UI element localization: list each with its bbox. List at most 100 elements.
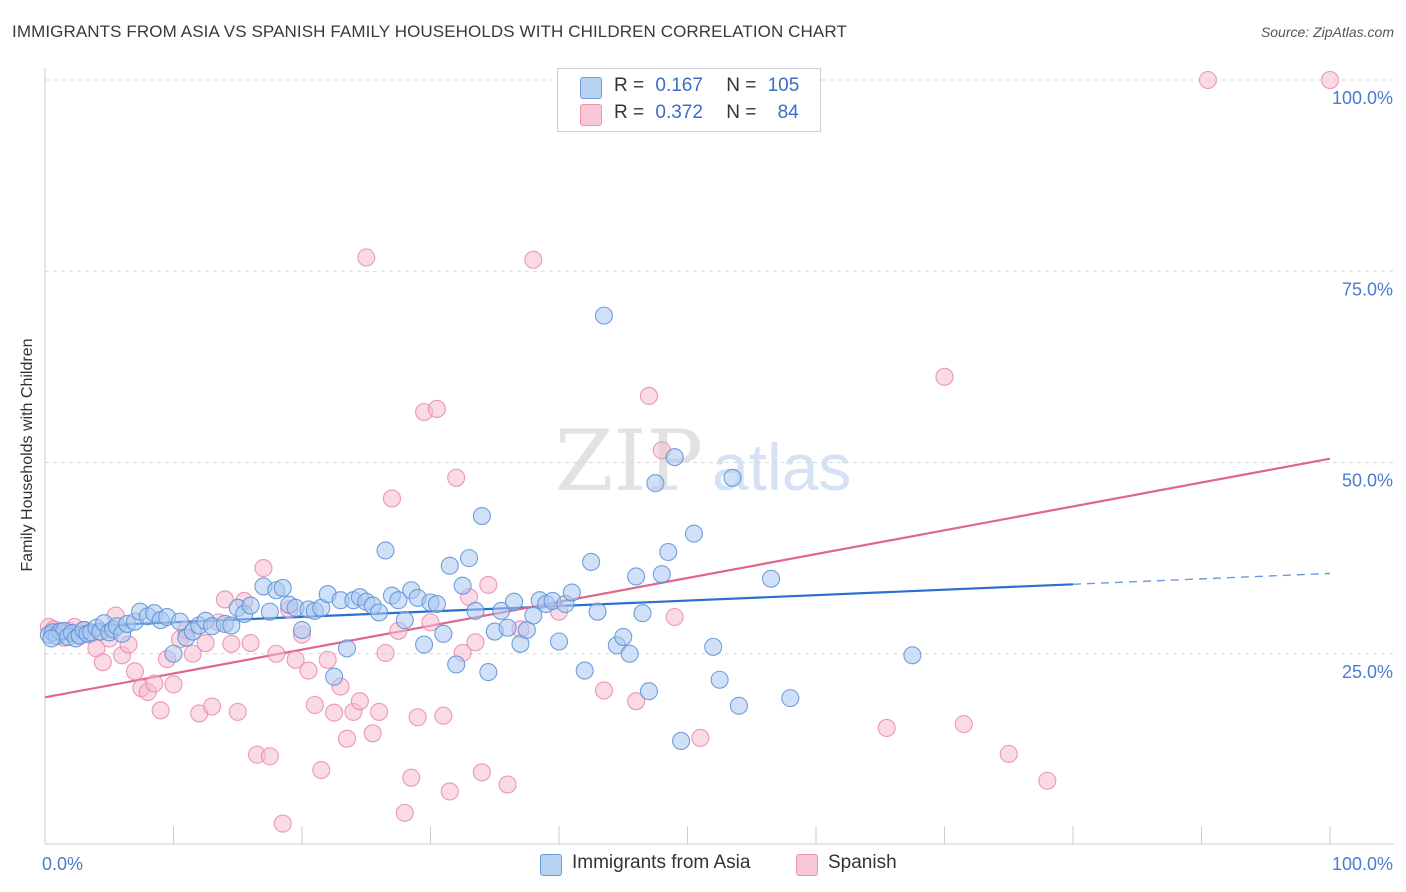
data-point: [575, 661, 594, 680]
data-point: [337, 639, 357, 658]
y-tick-label: 100.0%: [1332, 88, 1393, 108]
legend-label-asia: Immigrants from Asia: [572, 852, 751, 873]
data-point: [761, 569, 781, 588]
data-point: [267, 644, 286, 663]
data-point: [292, 620, 312, 640]
n-value: 84: [777, 102, 799, 123]
data-point: [466, 601, 485, 620]
data-point: [684, 524, 703, 543]
data-point: [633, 604, 652, 623]
data-point: [260, 602, 279, 621]
data-point: [183, 644, 202, 663]
data-point: [472, 763, 491, 782]
data-point: [627, 567, 646, 586]
data-point: [903, 646, 922, 665]
data-point: [434, 706, 453, 725]
data-point: [723, 468, 742, 487]
data-point: [594, 681, 614, 700]
data-point: [639, 682, 659, 701]
source-label: Source: ZipAtlas.com: [1260, 24, 1394, 40]
data-points: [39, 70, 1340, 833]
data-point: [627, 692, 646, 711]
data-point: [453, 576, 472, 595]
data-point: [498, 618, 517, 637]
data-point: [440, 556, 459, 575]
data-point: [376, 643, 395, 663]
data-point: [472, 506, 491, 526]
data-point: [164, 644, 183, 663]
data-point: [562, 583, 581, 602]
data-point: [999, 744, 1018, 764]
data-point: [370, 603, 389, 622]
data-point: [665, 448, 684, 467]
data-point: [312, 760, 331, 780]
x-tick-label: 100.0%: [1332, 854, 1393, 874]
n-label: N =: [726, 75, 757, 96]
data-point: [164, 675, 183, 694]
data-point: [325, 667, 344, 686]
data-point: [504, 592, 524, 611]
r-label: R =: [614, 102, 645, 123]
data-point: [877, 718, 896, 738]
data-point: [337, 729, 357, 748]
data-point: [145, 674, 164, 693]
data-point: [935, 367, 954, 386]
legend-swatch-blue: [540, 854, 562, 876]
legend-swatch-pink: [580, 104, 602, 126]
data-point: [325, 703, 344, 722]
data-point: [659, 542, 678, 562]
data-point: [215, 590, 234, 609]
watermark: ZIP atlas: [555, 412, 851, 510]
legend-stats: R = 0.167 N = 105 R = 0.372 N = 84: [557, 68, 821, 132]
watermark-atlas: atlas: [712, 430, 851, 504]
data-point: [318, 650, 337, 669]
n-label: N =: [726, 102, 757, 123]
y-tick-label: 50.0%: [1342, 471, 1393, 491]
data-point: [196, 633, 215, 653]
data-point: [427, 399, 446, 419]
legend-series: Immigrants from Asia Spanish: [0, 852, 1406, 878]
data-point: [954, 715, 973, 734]
grid: [45, 79, 1394, 655]
data-point: [524, 606, 543, 625]
data-point: [620, 644, 639, 663]
data-point: [691, 728, 710, 747]
data-point: [222, 634, 241, 653]
data-point: [447, 468, 466, 487]
data-point: [434, 624, 453, 643]
legend-swatch-pink: [796, 854, 818, 876]
data-point: [402, 768, 421, 787]
legend-swatch-blue: [580, 77, 602, 99]
data-point: [710, 670, 729, 689]
y-tick-label: 75.0%: [1342, 279, 1393, 299]
chart-title: IMMIGRANTS FROM ASIA VS SPANISH FAMILY H…: [12, 22, 847, 41]
data-point: [1320, 70, 1340, 90]
data-point: [1038, 771, 1057, 790]
data-point: [254, 559, 273, 578]
data-point: [286, 650, 305, 669]
data-point: [781, 689, 800, 708]
data-point: [492, 601, 511, 620]
data-point: [466, 633, 485, 652]
data-point: [299, 661, 318, 680]
trend-line-asia-extension: [1072, 572, 1331, 585]
data-point: [652, 565, 671, 584]
data-point: [704, 637, 723, 656]
data-point: [594, 306, 614, 325]
data-point: [646, 474, 665, 493]
data-point: [357, 248, 376, 267]
data-point: [389, 591, 408, 610]
data-point: [395, 611, 414, 630]
data-point: [498, 775, 517, 794]
data-point: [447, 655, 466, 674]
data-point: [273, 814, 292, 833]
data-point: [639, 386, 659, 405]
data-point: [382, 489, 402, 508]
data-point: [421, 613, 440, 632]
x-tick-label: 0.0%: [42, 854, 83, 874]
data-point: [672, 731, 691, 751]
data-point: [588, 602, 607, 621]
data-point: [363, 724, 382, 743]
data-point: [440, 782, 459, 801]
r-label: R =: [614, 75, 645, 96]
